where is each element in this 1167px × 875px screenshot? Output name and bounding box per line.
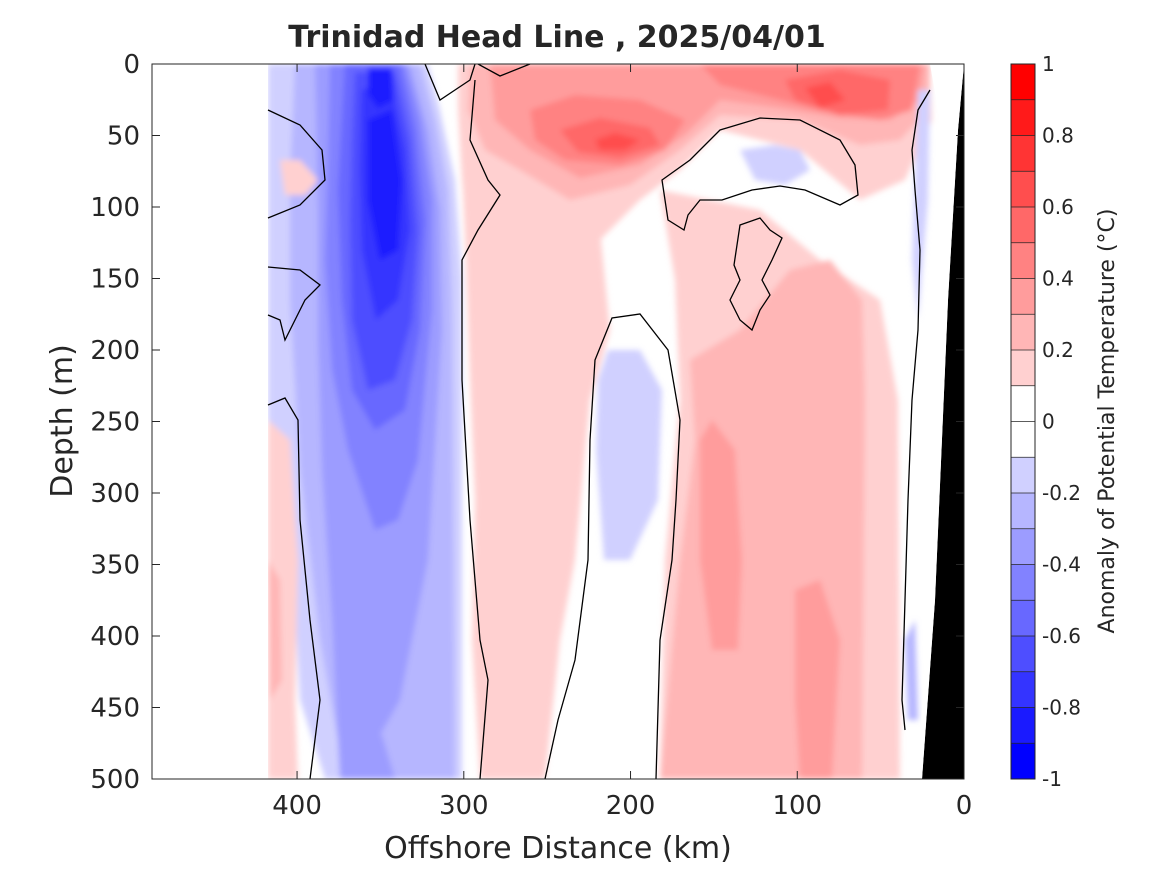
colorbar-segment [1011, 457, 1035, 493]
y-tick-label: 250 [90, 408, 140, 438]
colorbar-segment [1011, 278, 1035, 315]
colorbar-label: Anomaly of Potential Temperature (°C) [1095, 209, 1120, 634]
y-tick-label: 50 [107, 122, 140, 152]
colorbar-segment [1011, 350, 1035, 386]
y-axis-label: Depth (m) [45, 344, 80, 498]
colorbar-frame [1010, 63, 1036, 780]
chart-title: Trinidad Head Line , 2025/04/01 [288, 20, 825, 55]
colorbar-segment [1011, 64, 1035, 100]
colorbar-segment [1011, 743, 1035, 779]
colorbar-tick-label: -0.4 [1042, 553, 1081, 577]
colorbar-segment [1011, 207, 1035, 243]
cold-core-surface-peak [368, 68, 394, 108]
colorbar-tick-label: 0.4 [1042, 267, 1074, 291]
y-tick-label: 350 [90, 551, 140, 581]
cold-core-bottom-lobe [352, 735, 395, 779]
x-axis: 400 300 200 100 0 [272, 64, 972, 821]
x-tick-label: 400 [272, 791, 322, 821]
colorbar-tick-label: 0.6 [1042, 195, 1074, 219]
colorbar-segment [1011, 242, 1035, 279]
bottom-topography [922, 64, 964, 779]
zero-contour-cold-core [424, 64, 531, 779]
warm-column-west [462, 170, 610, 779]
y-tick-label: 150 [90, 265, 140, 295]
x-tick-label: 0 [956, 791, 973, 821]
colorbar-segment [1011, 528, 1035, 565]
zero-contour-mid [544, 313, 681, 779]
anomaly-field [152, 64, 964, 779]
colorbar-segment [1011, 385, 1035, 422]
colorbar-tick-label: -1 [1042, 767, 1062, 791]
zero-contour-nearshore-pocket [729, 217, 783, 332]
far-offshore-warm-core [268, 560, 282, 700]
warm-surface-level-6 [805, 82, 845, 108]
colorbar-segment [1011, 564, 1035, 601]
colorbar: 1 0.8 0.6 0.4 0.2 0 -0.2 -0.4 -0.6 -0.8 -1 [1010, 52, 1081, 791]
colorbar-segment [1011, 314, 1035, 350]
zero-contour-nearshore-loop [661, 117, 859, 232]
colorbar-tick-label: -0.6 [1042, 624, 1081, 648]
colorbar-segment [1011, 493, 1035, 529]
far-offshore-warm-upper [280, 160, 318, 195]
colorbar-segment [1011, 707, 1035, 744]
nearshore-cold-bottom [905, 620, 918, 720]
x-axis-label: Offshore Distance (km) [384, 831, 732, 866]
colorbar-segment [1011, 99, 1035, 136]
colorbar-segment [1011, 636, 1035, 672]
colorbar-tick-label: 1 [1042, 52, 1055, 76]
x-tick-label: 100 [772, 791, 822, 821]
nearshore-cold-edge [912, 90, 930, 320]
colorbar-segment [1011, 671, 1035, 708]
colorbar-segment [1011, 135, 1035, 172]
colorbar-tick-label: 0.2 [1042, 338, 1074, 362]
y-tick-label: 450 [90, 694, 140, 724]
no-data-region [152, 64, 268, 779]
y-tick-label: 200 [90, 336, 140, 366]
y-axis: 0 50 100 150 200 250 300 350 400 450 500 [90, 50, 964, 795]
colorbar-tick-label: 0.8 [1042, 124, 1074, 148]
nearshore-cold-pocket [740, 145, 810, 185]
colorbar-tick-label: -0.2 [1042, 481, 1081, 505]
y-tick-label: 500 [90, 765, 140, 795]
y-tick-label: 300 [90, 479, 140, 509]
warm-subsurface-level-3b [795, 580, 840, 779]
mid-cold-column [596, 350, 662, 560]
y-tick-label: 0 [123, 50, 140, 80]
colorbar-tick-label: -0.8 [1042, 696, 1081, 720]
colorbar-segment [1011, 421, 1035, 458]
x-tick-label: 300 [439, 791, 489, 821]
warm-subsurface-level-3 [700, 420, 742, 650]
colorbar-segment [1011, 171, 1035, 207]
x-tick-label: 200 [606, 791, 656, 821]
zero-contours [267, 64, 931, 779]
colorbar-tick-label: 0 [1042, 410, 1055, 434]
warm-band-level-6 [595, 133, 640, 150]
colorbar-segment [1011, 600, 1035, 636]
y-tick-label: 400 [90, 622, 140, 652]
zero-contour-offshore [267, 109, 326, 779]
y-tick-label: 100 [90, 193, 140, 223]
zero-contour-coastal [901, 89, 931, 731]
nearshore-white-band [918, 64, 964, 779]
cold-core-level-8 [368, 110, 402, 260]
